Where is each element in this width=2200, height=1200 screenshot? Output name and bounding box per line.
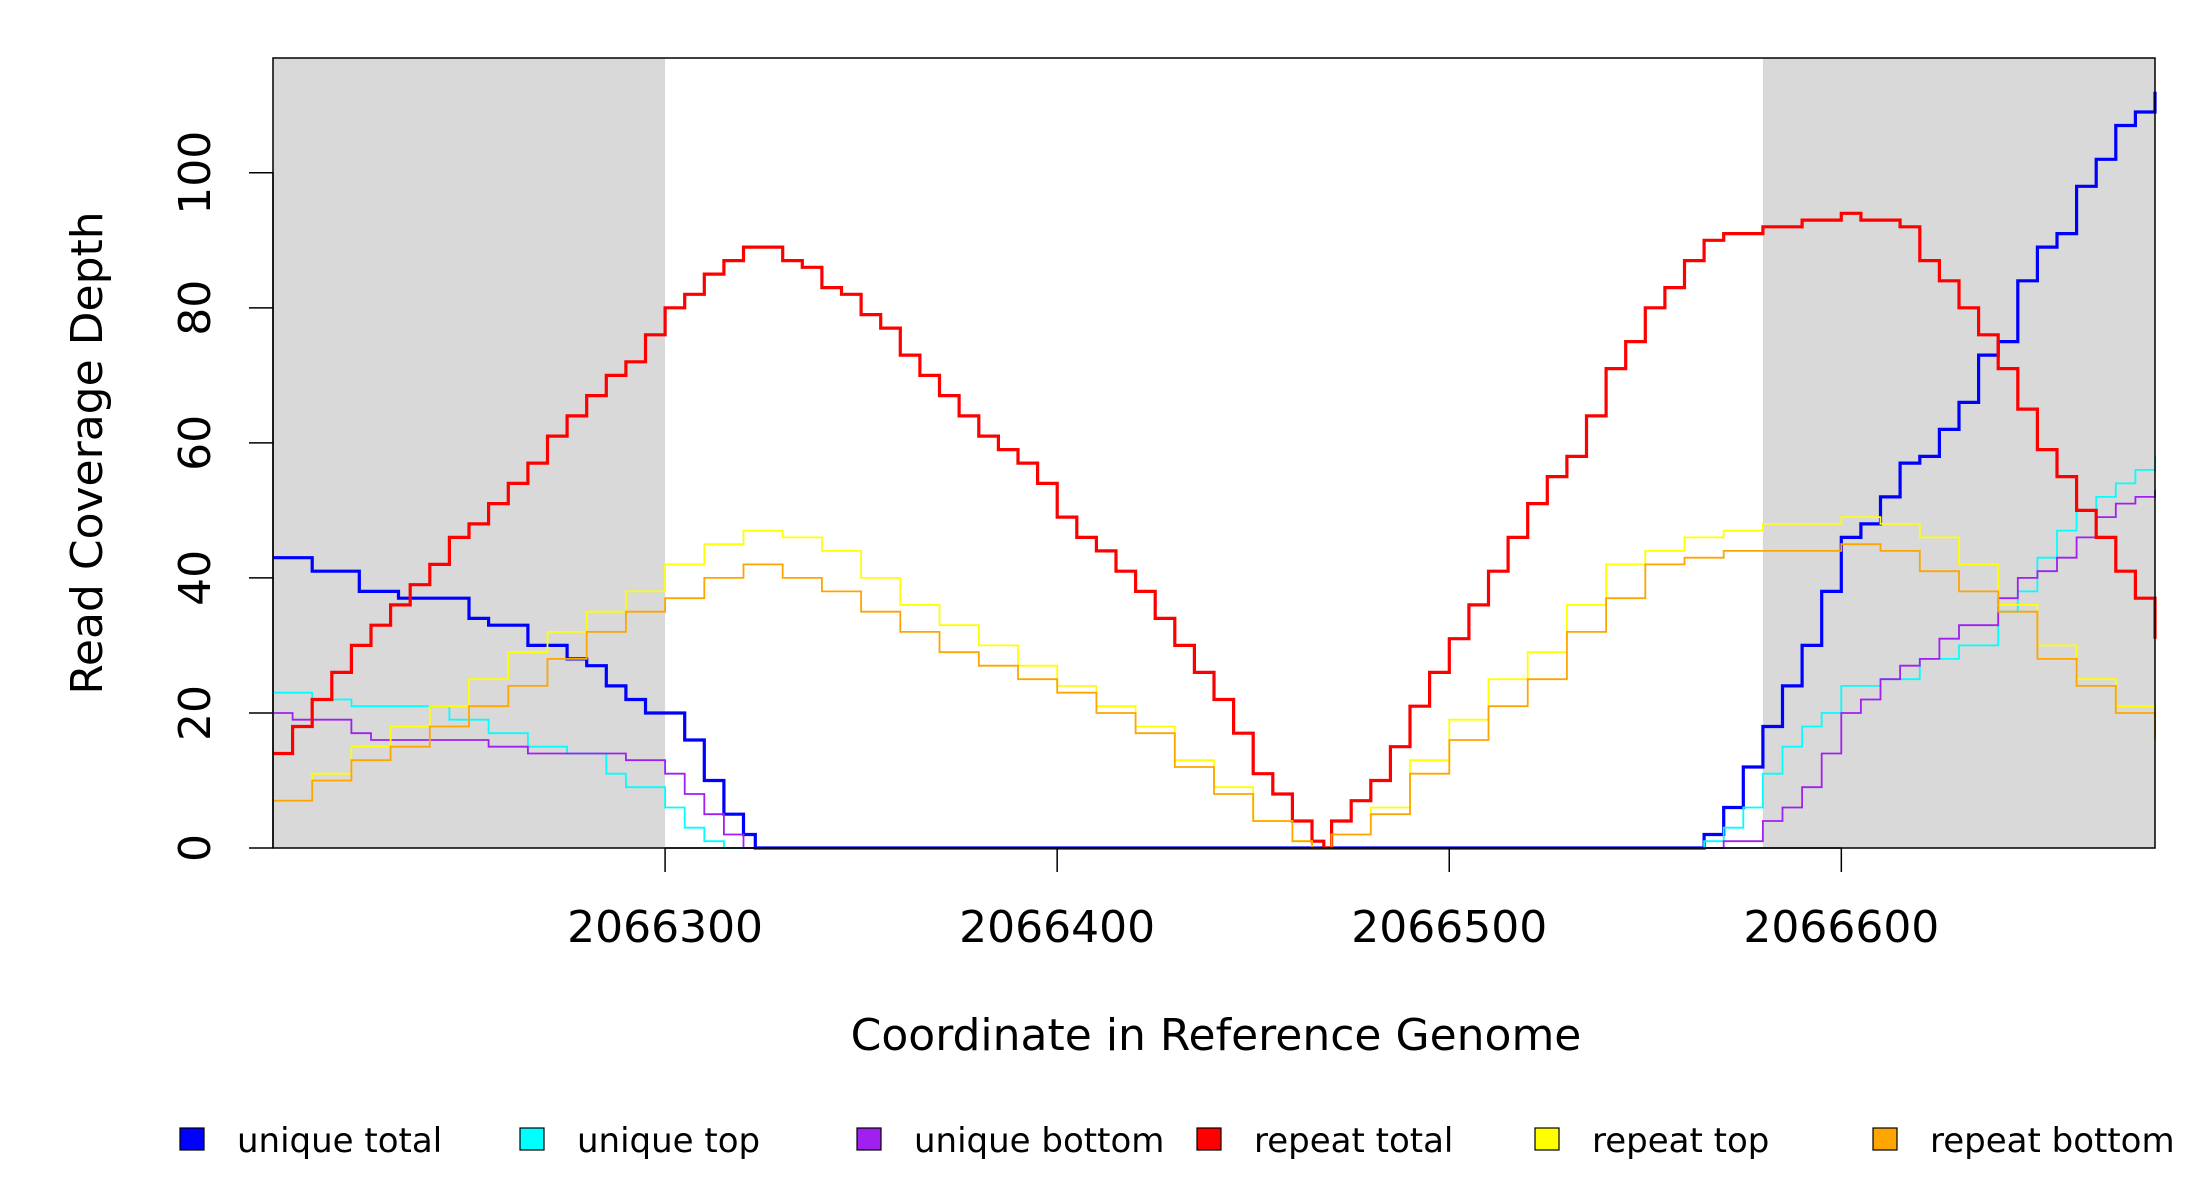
y-tick-label: 80 — [170, 280, 221, 336]
legend-label: repeat top — [1592, 1121, 1769, 1161]
legend-label: unique top — [577, 1121, 760, 1161]
shaded-regions — [273, 58, 2155, 848]
legend-swatch — [1872, 1127, 1898, 1151]
series-line-unique-bottom — [273, 490, 2156, 849]
y-tick-label: 0 — [170, 834, 221, 862]
x-tick-label: 2066600 — [1743, 902, 1939, 953]
x-tick-label: 2066400 — [959, 902, 1155, 953]
x-tick-label: 2066300 — [567, 902, 763, 953]
shaded-region-1 — [273, 58, 666, 848]
legend-swatch — [856, 1127, 882, 1151]
legend-swatch — [179, 1127, 205, 1151]
legend-item-unique-total: unique total — [179, 1121, 442, 1161]
legend-item-repeat-bottom: repeat bottom — [1872, 1121, 2175, 1161]
legend: unique total unique top unique bottom repea… — [179, 1121, 2175, 1161]
legend-item-repeat-total: repeat total — [1196, 1121, 1453, 1161]
x-axis: 2066300 2066400 2066500 2066600 — [567, 847, 1939, 953]
legend-item-unique-bottom: unique bottom — [856, 1121, 1164, 1161]
y-tick-label: 20 — [170, 685, 221, 741]
legend-item-unique-top: unique top — [519, 1121, 760, 1161]
legend-swatch — [519, 1127, 545, 1151]
y-tick-label: 100 — [170, 131, 221, 215]
y-axis-title: Read Coverage Depth — [62, 211, 113, 694]
legend-label: unique total — [237, 1121, 442, 1161]
series-line-unique-total — [273, 91, 2157, 850]
legend-label: unique bottom — [914, 1121, 1164, 1161]
y-tick-label: 40 — [170, 550, 221, 606]
series-line-repeat-total — [273, 211, 2157, 850]
legend-label: repeat total — [1254, 1121, 1453, 1161]
series-lines — [273, 91, 2157, 850]
series-line-repeat-bottom — [273, 543, 2156, 849]
legend-swatch — [1196, 1127, 1222, 1151]
series-line-repeat-top — [273, 516, 2156, 849]
y-tick-label: 60 — [170, 415, 221, 471]
shaded-region-2 — [1762, 58, 2155, 848]
x-axis-title: Coordinate in Reference Genome — [851, 1010, 1582, 1061]
x-tick-label: 2066500 — [1351, 902, 1547, 953]
legend-label: repeat bottom — [1930, 1121, 2175, 1161]
y-axis: 0 20 40 60 80 100 — [170, 131, 274, 862]
legend-item-repeat-top: repeat top — [1534, 1121, 1769, 1161]
legend-swatch — [1534, 1127, 1560, 1151]
